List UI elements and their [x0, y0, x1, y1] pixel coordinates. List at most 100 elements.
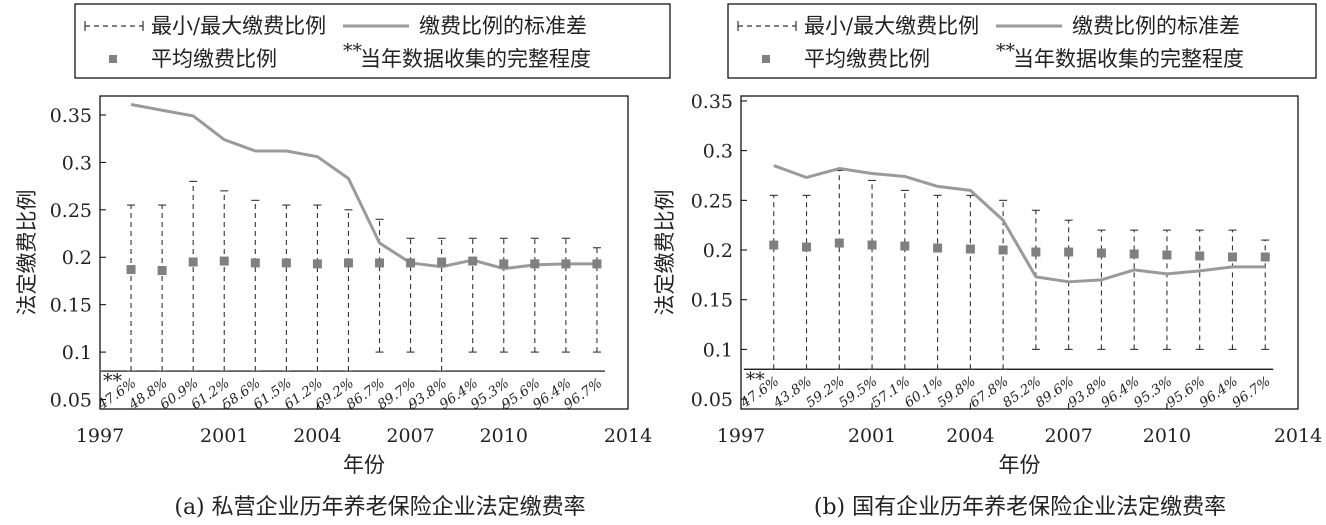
mean-marker — [281, 258, 291, 268]
completeness-label: 96.7% — [1229, 373, 1273, 411]
y-tick-label: 0.05 — [691, 389, 733, 411]
panel-caption: (a) 私营企业历年养老保险企业法定缴费率 — [174, 495, 585, 520]
y-tick-label: 0.15 — [50, 295, 92, 317]
mean-marker — [468, 256, 478, 266]
completeness-mark: ** — [746, 368, 766, 390]
plot-area — [740, 95, 1299, 410]
mean-marker — [375, 258, 385, 268]
x-tick-label: 2007 — [386, 425, 434, 447]
legend-completeness-mark: ** — [343, 40, 363, 62]
mean-marker — [802, 242, 812, 252]
legend-label-std: 缴费比例的标准差 — [1072, 14, 1240, 38]
x-tick-label: 1997 — [76, 425, 124, 447]
mean-marker — [867, 240, 877, 250]
x-tick-label: 2001 — [200, 425, 248, 447]
y-tick-label: 0.15 — [691, 290, 733, 312]
legend-mean-swatch — [762, 55, 770, 63]
completeness-mark: ** — [103, 370, 123, 392]
mean-marker — [592, 259, 602, 269]
legend-mean-swatch — [109, 55, 117, 63]
x-tick-label: 1997 — [717, 425, 765, 447]
x-tick-label: 2010 — [480, 425, 528, 447]
panel-caption: (b) 国有企业历年养老保险企业法定缴费率 — [814, 495, 1226, 520]
y-axis: 0.05 0.1 0.15 0.2 0.25 0.3 0.35 — [691, 91, 747, 411]
legend-label-mean: 平均缴费比例 — [151, 47, 277, 71]
y-tick-label: 0.1 — [62, 342, 92, 364]
y-tick-label: 0.35 — [691, 91, 733, 113]
series-std-line — [773, 164, 1266, 284]
mean-marker — [530, 259, 540, 269]
x-tick-label: 2007 — [1044, 425, 1092, 447]
legend-errorbar-swatch — [737, 21, 797, 31]
legend-label-completeness: 当年数据收集的完整程度 — [1013, 47, 1244, 71]
y-tick-label: 0.2 — [62, 247, 92, 269]
mean-marker — [965, 244, 975, 254]
mean-marker — [188, 257, 198, 267]
mean-marker — [561, 259, 571, 269]
x-axis-label: 年份 — [343, 453, 385, 477]
y-tick-label: 0.05 — [50, 390, 92, 412]
x-tick-label: 2001 — [848, 425, 896, 447]
mean-marker — [998, 245, 1008, 255]
y-tick-label: 0.25 — [50, 200, 92, 222]
series-mean — [126, 256, 602, 276]
legend-box — [74, 3, 671, 79]
x-tick-label: 2004 — [293, 425, 341, 447]
completeness-labels: 47.6%48.8%60.9%61.2%58.6%61.5%61.2%69.2%… — [94, 375, 605, 413]
legend-label-completeness: 当年数据收集的完整程度 — [360, 47, 591, 71]
legend-box — [727, 3, 1317, 79]
legend-completeness-mark: ** — [996, 40, 1016, 62]
mean-marker — [1031, 247, 1041, 257]
series-minmax — [127, 180, 601, 372]
y-tick-label: 0.2 — [703, 240, 733, 262]
mean-marker — [406, 258, 416, 268]
mean-marker — [900, 241, 910, 251]
y-tick-label: 0.1 — [703, 339, 733, 361]
y-tick-label: 0.35 — [50, 105, 92, 127]
x-axis: 1997 2001 2004 2007 2010 2014 — [76, 403, 652, 447]
x-axis: 1997 2001 2004 2007 2010 2014 — [717, 403, 1322, 447]
mean-marker — [219, 256, 229, 266]
mean-marker — [1227, 252, 1237, 262]
series-std-line — [130, 103, 597, 271]
legend-label-mean: 平均缴费比例 — [804, 47, 930, 71]
y-axis-label: 法定缴费比例 — [15, 190, 39, 316]
series-mean — [769, 238, 1270, 262]
y-axis-label: 法定缴费比例 — [653, 190, 677, 316]
mean-marker — [437, 257, 447, 267]
mean-marker — [250, 258, 260, 268]
mean-marker — [834, 238, 844, 248]
x-tick-label: 2014 — [1274, 425, 1322, 447]
mean-marker — [933, 243, 943, 253]
mean-marker — [499, 259, 509, 269]
mean-marker — [1260, 252, 1270, 262]
legend-label-minmax: 最小/最大缴费比例 — [151, 14, 326, 38]
y-axis: 0.05 0.1 0.15 0.2 0.25 0.3 0.35 — [50, 105, 106, 412]
y-tick-label: 0.3 — [62, 152, 92, 174]
mean-marker — [1096, 248, 1106, 258]
mean-marker — [126, 265, 136, 275]
mean-marker — [1064, 247, 1074, 257]
plot-area — [99, 95, 629, 410]
mean-marker — [769, 240, 779, 250]
x-axis-label: 年份 — [999, 453, 1041, 477]
mean-marker — [1129, 249, 1139, 259]
mean-marker — [312, 259, 322, 269]
y-tick-label: 0.3 — [703, 141, 733, 163]
legend-errorbar-swatch — [84, 21, 144, 31]
legend-label-std: 缴费比例的标准差 — [419, 14, 587, 38]
legend-label-minmax: 最小/最大缴费比例 — [804, 14, 979, 38]
mean-marker — [343, 258, 353, 268]
mean-marker — [1195, 251, 1205, 261]
x-tick-label: 2014 — [604, 425, 652, 447]
completeness-labels: 47.6%43.8%59.2%59.5%57.1%60.1%59.8%67.8%… — [737, 373, 1274, 411]
x-tick-label: 2004 — [946, 425, 994, 447]
mean-marker — [157, 266, 167, 276]
x-tick-label: 2010 — [1143, 425, 1191, 447]
mean-marker — [1162, 250, 1172, 260]
